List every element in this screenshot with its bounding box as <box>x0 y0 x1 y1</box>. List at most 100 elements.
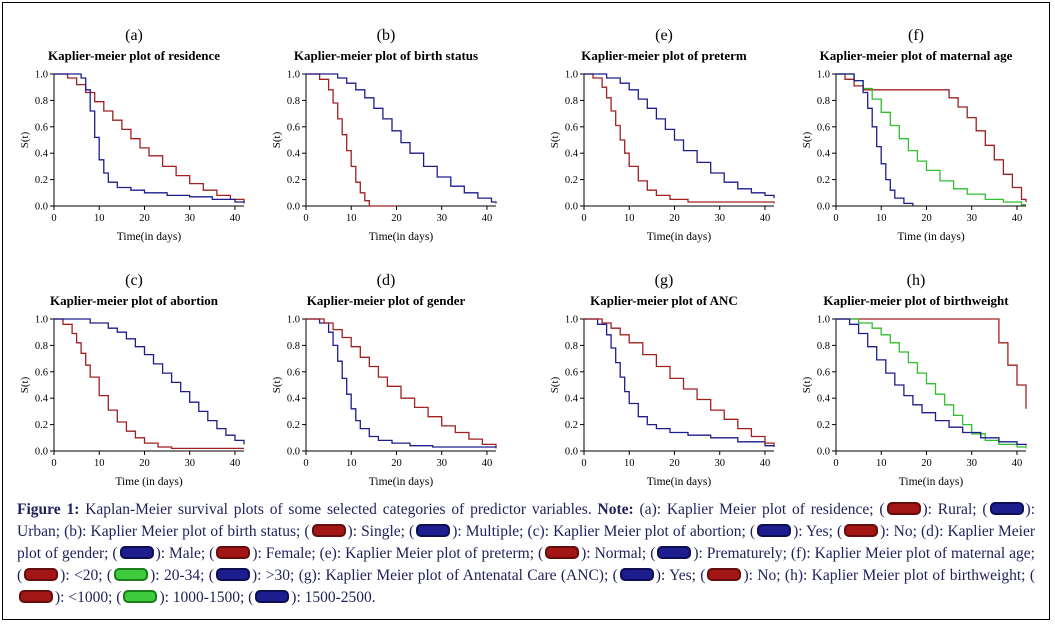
svg-text:10: 10 <box>876 213 887 224</box>
caption-text: ): Yes; ( <box>655 567 706 584</box>
svg-text:0.0: 0.0 <box>565 202 578 213</box>
km-panel-birthweight: (h) Kaplier-meier plot of birthweight 0 1… <box>800 272 1032 491</box>
caption-text: ): Multiple; (c): Kaplier Meier plot of … <box>452 523 756 540</box>
svg-text:30: 30 <box>714 458 725 469</box>
svg-text:10: 10 <box>94 213 105 224</box>
red-legend-swatch <box>19 590 53 603</box>
svg-text:Time(in days): Time(in days) <box>369 231 434 243</box>
svg-text:S(t): S(t) <box>801 376 813 393</box>
plot-row-bottom: (c) Kaplier-meier plot of abortion 0 10 20… <box>3 272 1049 491</box>
svg-text:40: 40 <box>482 213 493 224</box>
svg-text:0.0: 0.0 <box>287 202 300 213</box>
svg-text:0.8: 0.8 <box>565 341 578 352</box>
caption-text: ): Male; ( <box>155 545 215 562</box>
svg-text:Time(in days): Time(in days) <box>899 476 964 488</box>
caption-text: ): Prematurely; (f): Kaplier Meier plot … <box>17 545 1035 584</box>
blue-legend-swatch <box>657 546 692 559</box>
green-legend-swatch <box>114 568 149 581</box>
km-panel-preterm: (e) Kaplier-meier plot of preterm 0 10 20 3… <box>548 27 780 246</box>
svg-text:S(t): S(t) <box>549 131 561 148</box>
svg-text:30: 30 <box>714 213 725 224</box>
caption-text: ): Single; ( <box>347 523 415 540</box>
panel-label-c: (c) <box>125 272 143 289</box>
caption-text: ): Yes; ( <box>793 523 843 540</box>
svg-text:0.0: 0.0 <box>35 447 48 458</box>
svg-text:0.8: 0.8 <box>565 96 578 107</box>
plot-title-preterm: Kaplier-meier plot of preterm <box>581 48 747 63</box>
svg-text:1.0: 1.0 <box>817 70 830 81</box>
svg-text:0.0: 0.0 <box>565 447 578 458</box>
plot-title-birthweight: Kaplier-meier plot of birthweight <box>823 293 1009 308</box>
svg-text:0.0: 0.0 <box>287 447 300 458</box>
svg-text:0: 0 <box>833 213 838 224</box>
svg-text:1.0: 1.0 <box>35 70 48 81</box>
svg-text:20: 20 <box>391 458 402 469</box>
svg-text:40: 40 <box>230 213 241 224</box>
caption-text: (a): Kaplier Meier plot of residence; ( <box>633 501 885 518</box>
svg-text:20: 20 <box>669 213 680 224</box>
svg-text:Time (in days): Time (in days) <box>897 231 964 243</box>
blue-legend-swatch <box>255 590 290 603</box>
svg-text:0.4: 0.4 <box>817 394 831 405</box>
plot-title-birth-status: Kaplier-meier plot of birth status <box>293 48 479 63</box>
blue-legend-swatch <box>215 568 250 581</box>
svg-text:1.0: 1.0 <box>287 315 300 326</box>
plot-title-gender: Kaplier-meier plot of gender <box>306 293 466 308</box>
km-plot-abortion: 0 10 20 30 40 0.0 0.2 0.4 0.6 0.8 1.0 S(t) Time (in … <box>18 311 250 491</box>
caption-text: ): <20; ( <box>60 567 113 584</box>
km-panel-gender: (d) Kaplier-meier plot of gender 0 10 20 30… <box>270 272 502 491</box>
svg-text:0.6: 0.6 <box>817 367 830 378</box>
svg-text:0.0: 0.0 <box>35 202 48 213</box>
figure-caption: Figure 1: Kaplan-Meier survival plots of… <box>3 499 1049 609</box>
blue-legend-swatch <box>119 546 154 559</box>
red-legend-swatch <box>545 546 580 559</box>
svg-text:20: 20 <box>921 213 932 224</box>
km-plot-birthweight: 0 10 20 30 40 0.0 0.2 0.4 0.6 0.8 1.0 S(t) Time(in d… <box>800 311 1032 491</box>
caption-text: ): 1000-1500; ( <box>159 589 254 606</box>
svg-text:0.2: 0.2 <box>287 420 300 431</box>
svg-text:30: 30 <box>436 458 447 469</box>
svg-text:40: 40 <box>482 458 493 469</box>
svg-text:0.2: 0.2 <box>287 175 300 186</box>
svg-text:0.0: 0.0 <box>817 447 830 458</box>
red-legend-swatch <box>311 524 346 537</box>
svg-text:20: 20 <box>391 213 402 224</box>
svg-text:0.6: 0.6 <box>287 367 300 378</box>
caption-text: ): Female; (e): Kaplier Meier plot of pr… <box>252 545 544 562</box>
svg-text:20: 20 <box>139 458 150 469</box>
svg-text:0.2: 0.2 <box>35 420 48 431</box>
svg-text:0: 0 <box>581 213 586 224</box>
svg-text:30: 30 <box>184 213 195 224</box>
caption-text: Kaplan-Meier survival plots of some sele… <box>79 501 598 518</box>
svg-text:10: 10 <box>624 458 635 469</box>
svg-text:S(t): S(t) <box>801 131 813 148</box>
svg-text:0.2: 0.2 <box>565 175 578 186</box>
km-panel-abortion: (c) Kaplier-meier plot of abortion 0 10 20… <box>18 272 250 491</box>
plot-title-anc: Kaplier-meier plot of ANC <box>590 293 738 308</box>
red-legend-swatch <box>216 546 251 559</box>
svg-text:Time(in days): Time(in days) <box>117 231 182 243</box>
plot-title-residence: Kaplier-meier plot of residence <box>48 48 220 63</box>
blue-legend-swatch <box>989 502 1024 515</box>
km-plot-residence: 0 10 20 30 40 0.0 0.2 0.4 0.6 0.8 1.0 S(t) Time(in d… <box>18 66 250 246</box>
svg-text:40: 40 <box>1012 213 1023 224</box>
caption-text: ): Rural; ( <box>922 501 988 518</box>
svg-text:0.6: 0.6 <box>35 367 48 378</box>
svg-text:0.8: 0.8 <box>287 341 300 352</box>
svg-text:0.6: 0.6 <box>565 367 578 378</box>
svg-text:0.4: 0.4 <box>565 394 579 405</box>
caption-text: ): 1500-2500. <box>291 589 376 606</box>
panel-label-e: (e) <box>655 27 673 44</box>
svg-text:40: 40 <box>760 458 771 469</box>
blue-legend-swatch <box>416 524 451 537</box>
svg-text:S(t): S(t) <box>549 376 561 393</box>
panel-label-f: (f) <box>908 27 924 44</box>
svg-text:0.4: 0.4 <box>287 149 301 160</box>
svg-text:0.2: 0.2 <box>817 175 830 186</box>
svg-text:0: 0 <box>51 213 56 224</box>
caption-text: ): Urban; (b): Kaplier Meier plot of bir… <box>17 501 1036 540</box>
svg-text:0: 0 <box>303 213 308 224</box>
svg-text:S(t): S(t) <box>19 376 31 393</box>
caption-bold-text: Note: <box>597 501 634 518</box>
svg-text:0.4: 0.4 <box>35 149 49 160</box>
